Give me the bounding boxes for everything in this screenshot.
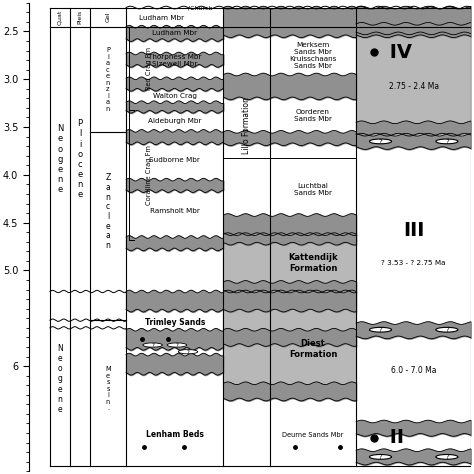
Text: P
l
i
o
c
e
n
e: P l i o c e n e <box>77 119 83 199</box>
Text: N
e
o
g
e
n
e: N e o g e n e <box>57 344 63 414</box>
Circle shape <box>143 343 162 347</box>
Circle shape <box>436 139 458 144</box>
Text: Deurne Sands Mbr: Deurne Sands Mbr <box>283 432 344 438</box>
Text: III: III <box>403 221 424 240</box>
Text: P
i
a
c
e
n
z
i
a
n: P i a c e n z i a n <box>106 47 110 111</box>
Circle shape <box>369 139 392 144</box>
Text: Merksem
Sands Mbr
Kruisschaans
Sands Mbr: Merksem Sands Mbr Kruisschaans Sands Mbr <box>289 42 337 69</box>
Text: ?: ? <box>445 327 449 333</box>
Text: Oorderen
Sands Mbr: Oorderen Sands Mbr <box>294 109 332 122</box>
Text: N
e
o
g
e
n
e: N e o g e n e <box>57 125 64 194</box>
Circle shape <box>436 455 458 459</box>
Circle shape <box>167 343 187 347</box>
Text: Luchtbal
Sands Mbr: Luchtbal Sands Mbr <box>294 182 332 196</box>
Text: Diest
Formation: Diest Formation <box>289 339 337 358</box>
Text: ?: ? <box>379 327 383 333</box>
Text: II: II <box>383 428 404 447</box>
Text: Kattendijk
Formation: Kattendijk Formation <box>288 253 338 273</box>
Circle shape <box>369 455 392 459</box>
Text: ?: ? <box>445 455 449 460</box>
Text: Coralline Crag Fm: Coralline Crag Fm <box>146 145 152 205</box>
Text: Z
a
n
c
l
e
a
n: Z a n c l e a n <box>105 173 110 250</box>
Text: Ludham Mbr: Ludham Mbr <box>139 15 184 20</box>
Text: ?: ? <box>151 344 154 348</box>
Text: Lillo Formation: Lillo Formation <box>242 97 251 154</box>
Circle shape <box>436 328 458 332</box>
Text: Walton Crag: Walton Crag <box>153 92 197 99</box>
Text: Aldeburgh Mbr: Aldeburgh Mbr <box>148 118 201 124</box>
Text: Gel: Gel <box>105 12 110 22</box>
Circle shape <box>178 350 198 354</box>
Text: ?: ? <box>187 350 190 355</box>
Text: ?: ? <box>379 139 383 145</box>
Text: ?: ? <box>445 139 449 145</box>
Text: Trimley Sands: Trimley Sands <box>145 318 205 327</box>
Text: Thorpness Mbr
Sizewell Mbr: Thorpness Mbr Sizewell Mbr <box>148 54 201 67</box>
Text: M
e
s
s
i
n
.: M e s s i n . <box>105 366 111 411</box>
Text: Ludham Mbr: Ludham Mbr <box>152 30 197 36</box>
Text: ?: ? <box>175 344 178 348</box>
Text: /Church: /Church <box>188 6 212 10</box>
Text: ?: ? <box>379 455 383 460</box>
Text: Red Crag Fm: Red Crag Fm <box>146 47 152 90</box>
Text: IV: IV <box>383 43 412 62</box>
Text: Ramsholt Mbr: Ramsholt Mbr <box>150 208 200 214</box>
Circle shape <box>369 328 392 332</box>
Text: ? 3.53 - ? 2.75 Ma: ? 3.53 - ? 2.75 Ma <box>382 260 446 266</box>
Text: 6.0 - 7.0 Ma: 6.0 - 7.0 Ma <box>391 366 437 375</box>
Text: Quat: Quat <box>58 9 63 25</box>
Text: 2.75 - 2.4 Ma: 2.75 - 2.4 Ma <box>389 82 439 91</box>
Text: Lenham Beds: Lenham Beds <box>146 430 204 439</box>
Text: Pleis: Pleis <box>78 10 82 24</box>
Text: Sudborne Mbr: Sudborne Mbr <box>149 156 200 163</box>
